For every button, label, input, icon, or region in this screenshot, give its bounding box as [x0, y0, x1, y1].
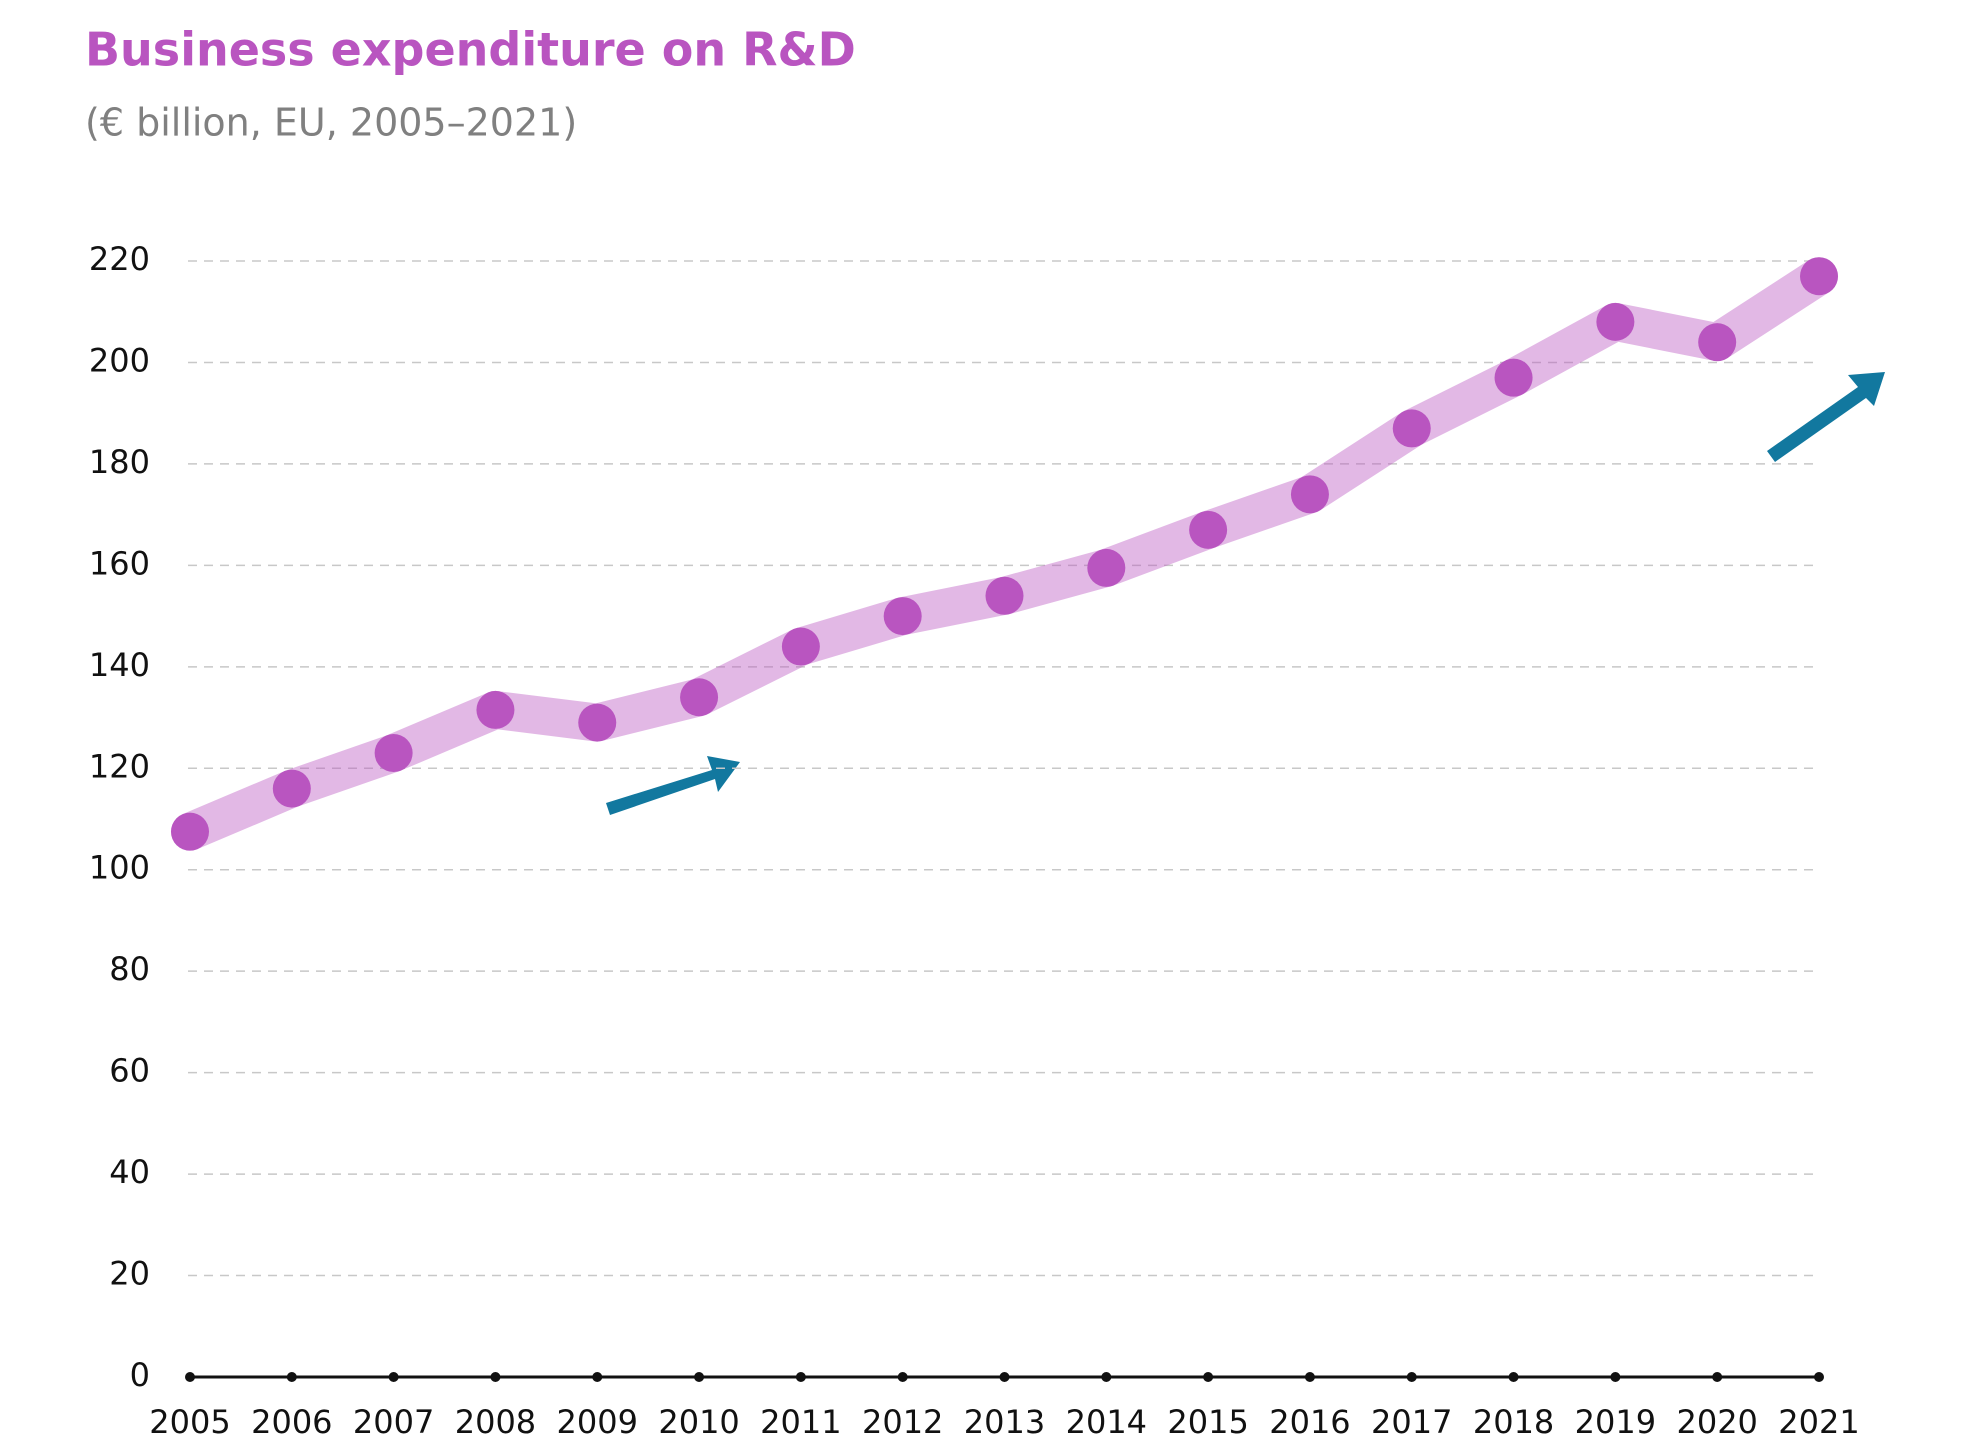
x-tick-label: 2018 — [1473, 1403, 1554, 1441]
data-point — [1494, 358, 1533, 397]
x-tick-mark — [490, 1372, 501, 1382]
x-tick-label: 2021 — [1778, 1403, 1859, 1441]
x-tick-mark — [1814, 1372, 1824, 1382]
y-tick-label: 80 — [109, 950, 150, 988]
data-point — [1087, 548, 1126, 587]
x-tick-mark — [999, 1372, 1010, 1382]
x-tick-label: 2019 — [1575, 1403, 1656, 1441]
data-point — [476, 690, 515, 729]
y-tick-label: 40 — [109, 1153, 150, 1191]
x-tick-label: 2016 — [1269, 1403, 1350, 1441]
x-tick-label: 2017 — [1371, 1403, 1452, 1441]
x-tick-mark — [286, 1372, 297, 1382]
x-tick-mark — [795, 1372, 806, 1382]
data-point — [781, 627, 820, 666]
data-point — [1800, 257, 1838, 296]
x-tick-label: 2020 — [1676, 1403, 1757, 1441]
data-point — [578, 703, 617, 742]
y-tick-label: 120 — [89, 747, 150, 785]
arrow — [606, 372, 1885, 815]
data-point — [1189, 510, 1228, 549]
x-tick-label: 2012 — [862, 1403, 943, 1441]
y-tick-label: 0 — [130, 1356, 150, 1394]
x-tick-label: 2006 — [251, 1403, 332, 1441]
trend-arrow — [606, 756, 740, 815]
x-tick-mark — [1101, 1372, 1112, 1382]
data-point — [985, 576, 1024, 615]
data-point — [883, 597, 922, 636]
x-tick-label: 2013 — [964, 1403, 1045, 1441]
data-point — [680, 678, 719, 717]
y-tick-label: 200 — [89, 341, 150, 379]
x-tick-mark — [694, 1372, 705, 1382]
x-tick-mark — [1508, 1372, 1519, 1382]
x-tick-mark — [1406, 1372, 1417, 1382]
chart-subtitle: (€ billion, EU, 2005–2021) — [85, 101, 577, 145]
x-tick-label: 2014 — [1066, 1403, 1147, 1441]
x-tick-mark — [592, 1372, 603, 1382]
x-tick-label: 2015 — [1167, 1403, 1248, 1441]
x-tick-mark — [897, 1372, 908, 1382]
x-tick-mark — [1304, 1372, 1315, 1382]
y-tick-label: 140 — [89, 646, 150, 684]
x-tick-label: 2005 — [149, 1403, 230, 1441]
x-tick-mark — [388, 1372, 399, 1382]
y-tick-label: 100 — [89, 849, 150, 887]
y-tick-label: 160 — [89, 544, 150, 582]
data-point — [1392, 409, 1431, 448]
x-tick-mark — [1610, 1372, 1621, 1382]
x-tick-label: 2007 — [353, 1403, 434, 1441]
y-tick-label: 180 — [89, 443, 150, 481]
y-tick-label: 60 — [109, 1052, 150, 1090]
y-tick-label: 220 — [89, 240, 150, 278]
x-tick-label: 2010 — [658, 1403, 739, 1441]
x-tick-label: 2011 — [760, 1403, 841, 1441]
data-point — [171, 812, 209, 851]
x-tick-label: 2009 — [557, 1403, 638, 1441]
x-tick-mark — [185, 1372, 195, 1382]
data-point — [1596, 302, 1635, 341]
x-tick-mark — [1203, 1372, 1214, 1382]
x-tick-mark — [1712, 1372, 1723, 1382]
y-tick-label: 20 — [109, 1255, 150, 1293]
data-point — [374, 734, 413, 773]
trend-arrow — [1767, 372, 1885, 462]
series-line — [171, 257, 1838, 851]
data-point — [1290, 475, 1329, 514]
data-point — [1698, 323, 1737, 362]
chart-title: Business expenditure on R&D — [85, 23, 856, 77]
data-point — [272, 769, 311, 808]
x-tick-label: 2008 — [455, 1403, 536, 1441]
